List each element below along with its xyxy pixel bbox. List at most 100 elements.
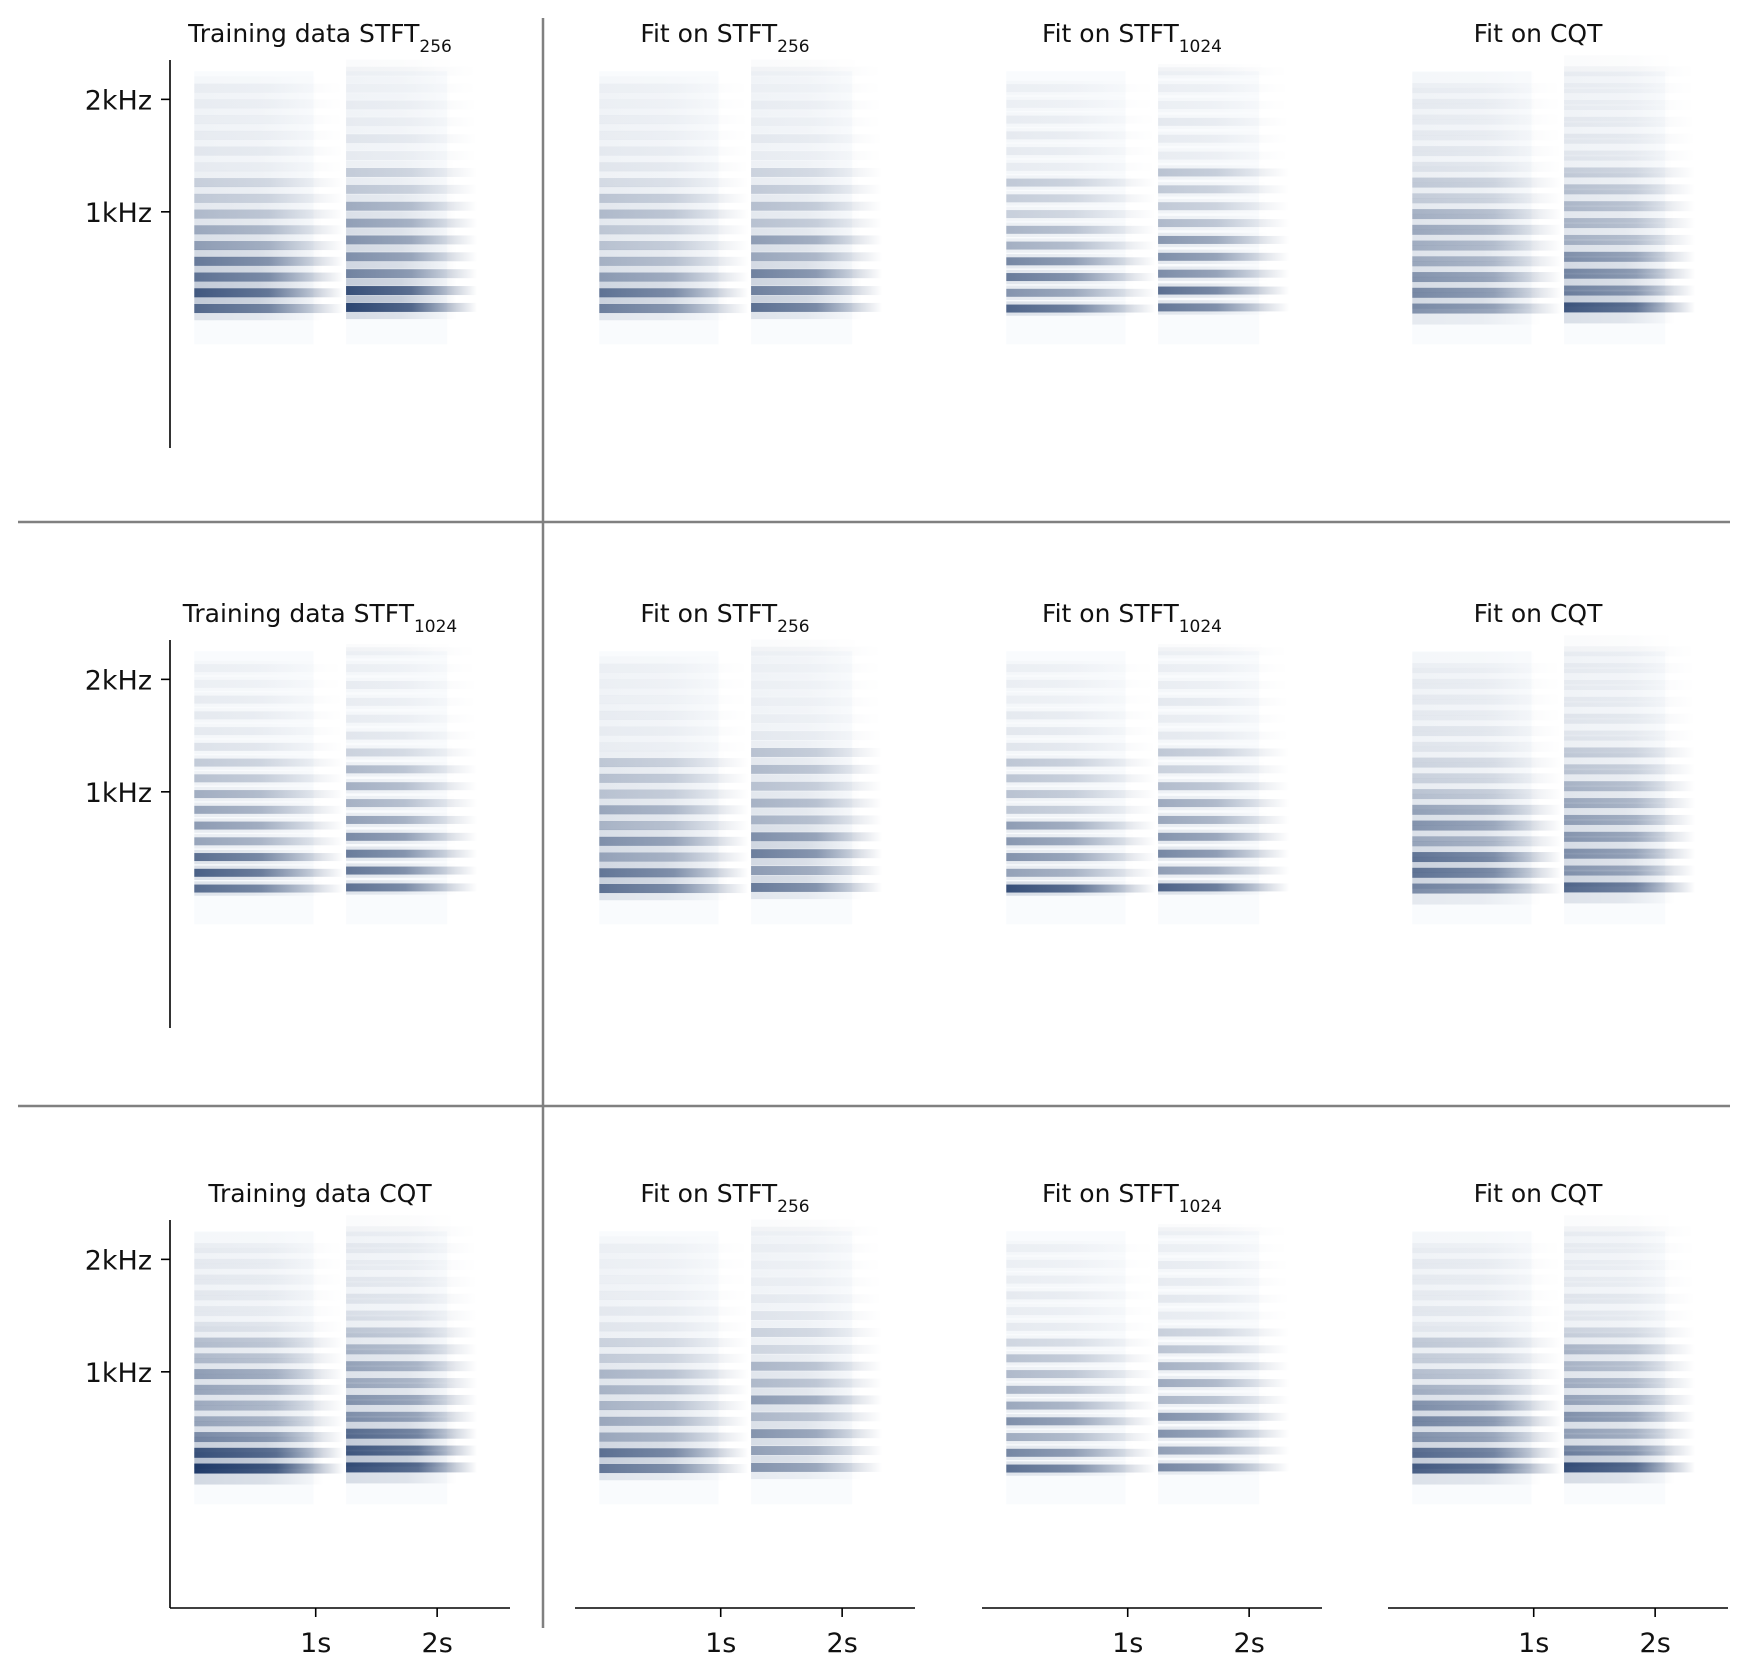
harmonic-band xyxy=(751,1226,883,1236)
harmonic-band xyxy=(1564,1310,1696,1321)
harmonic-band xyxy=(1006,1244,1156,1253)
harmonic-band xyxy=(1412,98,1562,109)
harmonic-glow xyxy=(1006,1398,1136,1413)
harmonic-glow xyxy=(1006,81,1135,95)
harmonic-band xyxy=(751,83,883,93)
harmonic-band xyxy=(1412,1243,1562,1254)
harmonic-band xyxy=(1564,696,1696,707)
harmonic-band xyxy=(599,695,749,705)
panel-title: Fit on STFT256 xyxy=(640,19,809,57)
harmonic-glow xyxy=(1006,1461,1136,1476)
harmonic-band xyxy=(751,1344,883,1354)
harmonic-band xyxy=(1006,695,1156,704)
harmonic-glow xyxy=(1412,793,1542,826)
panel-title-subscript: 1024 xyxy=(1179,617,1222,637)
harmonic-glow xyxy=(1564,1333,1676,1366)
harmonic-band xyxy=(346,100,478,110)
harmonic-glow xyxy=(1006,301,1136,316)
panel-title: Fit on STFT1024 xyxy=(1042,599,1222,637)
harmonic-glow xyxy=(1158,1342,1270,1357)
harmonic-glow xyxy=(1158,1460,1270,1475)
harmonic-glow xyxy=(1006,1257,1135,1271)
harmonic-glow xyxy=(346,60,457,83)
harmonic-glow xyxy=(346,762,458,777)
harmonic-glow xyxy=(1158,283,1270,298)
spectrogram-panels xyxy=(194,60,1696,1505)
panel-title: Fit on STFT1024 xyxy=(1042,1179,1222,1217)
harmonic-glow xyxy=(1158,1258,1269,1272)
harmonic-glow xyxy=(1006,254,1136,269)
harmonic-band xyxy=(1158,1277,1290,1286)
harmonic-band xyxy=(194,83,344,93)
harmonic-band xyxy=(599,663,749,673)
harmonic-band xyxy=(751,1311,883,1321)
harmonic-glow xyxy=(1006,191,1135,205)
harmonic-band xyxy=(1412,83,1562,94)
harmonic-glow xyxy=(599,766,729,791)
harmonic-band xyxy=(1412,1290,1562,1301)
harmonic-band xyxy=(751,134,883,144)
panel-title-subscript: 256 xyxy=(777,1197,809,1217)
harmonic-glow xyxy=(346,712,457,726)
harmonic-glow xyxy=(1006,849,1136,865)
panel-title-subscript: 256 xyxy=(777,617,809,637)
harmonic-band xyxy=(1158,647,1290,656)
harmonic-glow xyxy=(194,76,323,99)
harmonic-glow xyxy=(194,771,324,786)
harmonic-glow xyxy=(751,194,863,218)
harmonic-glow xyxy=(1158,115,1269,129)
harmonic-band xyxy=(1412,789,1562,800)
harmonic-band xyxy=(751,1294,883,1304)
harmonic-glow xyxy=(1006,269,1136,285)
harmonic-glow xyxy=(194,865,324,880)
panel-title-main: Fit on CQT xyxy=(1474,1179,1603,1208)
harmonic-glow xyxy=(194,1232,323,1264)
harmonic-glow xyxy=(1006,1335,1135,1349)
harmonic-band xyxy=(346,714,478,723)
harmonic-band xyxy=(1158,84,1290,93)
harmonic-band xyxy=(599,758,749,768)
harmonic-glow xyxy=(1158,199,1269,213)
harmonic-glow xyxy=(194,881,324,896)
harmonic-glow xyxy=(1006,1366,1136,1382)
harmonic-glow xyxy=(1158,132,1269,146)
harmonic-glow xyxy=(194,724,323,738)
harmonic-band xyxy=(1006,1307,1156,1316)
harmonic-band xyxy=(1158,664,1290,673)
harmonic-band xyxy=(1006,742,1156,751)
spectrogram-panel xyxy=(599,646,883,925)
panel-title: Fit on CQT xyxy=(1474,599,1603,628)
panel-title: Fit on STFT256 xyxy=(640,1179,809,1217)
harmonic-glow xyxy=(1158,678,1269,692)
harmonic-band xyxy=(1412,193,1562,204)
harmonic-band xyxy=(1412,130,1562,141)
harmonic-band xyxy=(1006,115,1156,124)
harmonic-glow xyxy=(1006,1445,1136,1460)
harmonic-glow xyxy=(1412,72,1541,104)
harmonic-band xyxy=(1006,131,1156,140)
harmonic-band xyxy=(751,66,883,76)
harmonic-band xyxy=(1412,741,1562,752)
x-tick-label: 1s xyxy=(705,1628,736,1659)
harmonic-band xyxy=(1006,758,1156,767)
harmonic-glow xyxy=(1006,1382,1136,1398)
section-dividers xyxy=(18,18,1730,1628)
harmonic-glow xyxy=(1158,779,1270,794)
harmonic-glow xyxy=(1006,1304,1135,1318)
harmonic-band xyxy=(599,1353,749,1363)
harmonic-band xyxy=(1006,162,1156,171)
harmonic-glow xyxy=(1158,300,1270,315)
harmonic-glow xyxy=(1158,1443,1270,1458)
spectrogram-panel xyxy=(599,66,883,345)
harmonic-band xyxy=(599,679,749,689)
harmonic-band xyxy=(194,711,344,720)
harmonic-glow xyxy=(346,695,457,709)
harmonic-band xyxy=(1412,773,1562,784)
harmonic-glow xyxy=(346,177,458,202)
harmonic-glow xyxy=(1006,708,1135,722)
harmonic-band xyxy=(1564,747,1696,758)
harmonic-glow xyxy=(751,740,863,765)
harmonic-band xyxy=(194,115,344,125)
harmonic-band xyxy=(1564,83,1696,94)
